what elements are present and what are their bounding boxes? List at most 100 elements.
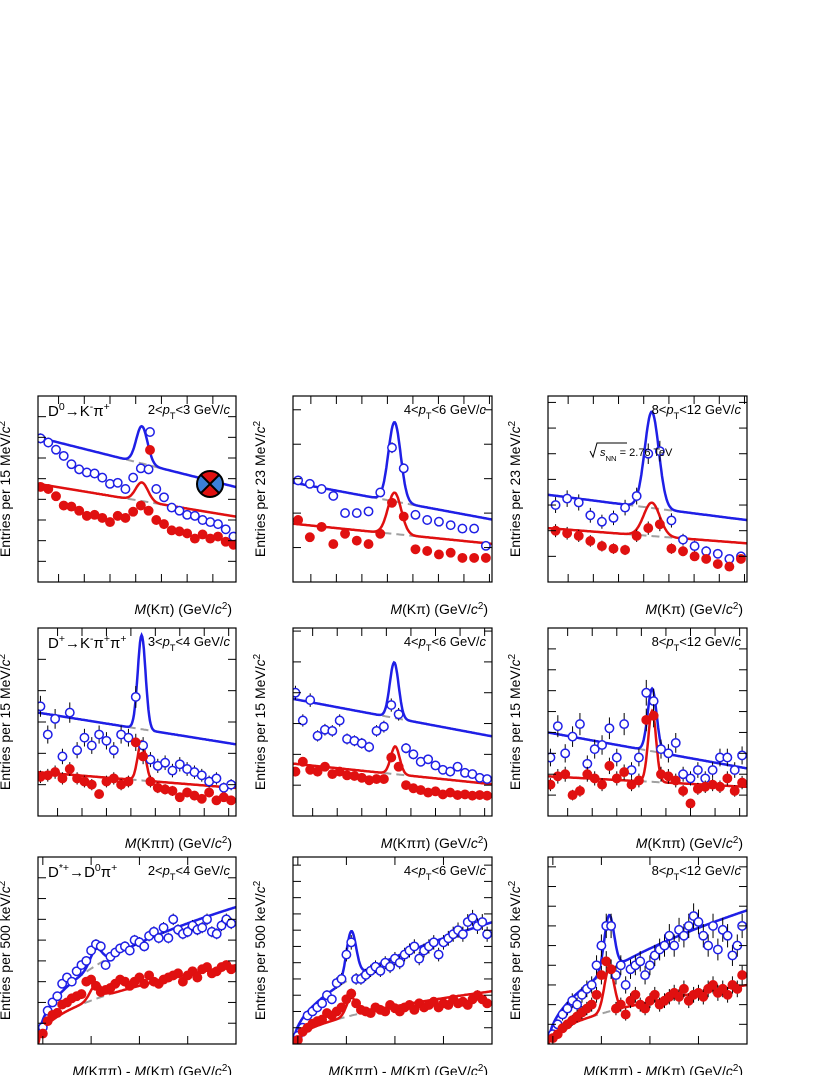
in-plane-point	[656, 744, 666, 755]
out-of-plane-point	[226, 964, 236, 975]
y-axis-label: Entries per 500 keV/c2	[252, 881, 269, 1020]
plot-area	[548, 679, 747, 809]
out-of-plane-point	[608, 543, 619, 554]
out-of-plane-point	[351, 535, 362, 546]
out-of-plane-point	[649, 989, 660, 1000]
out-of-plane-point	[548, 779, 556, 790]
out-of-plane-point	[293, 515, 304, 525]
in-plane-point	[410, 509, 421, 520]
in-plane-point	[216, 920, 227, 931]
in-plane-point	[316, 484, 327, 494]
out-of-plane-point	[606, 964, 617, 975]
out-of-plane-point	[312, 766, 323, 777]
x-axis-label: M(Kππ) - M(Kπ) (GeV/c2)	[583, 1063, 743, 1075]
out-of-plane-point	[386, 752, 397, 763]
y-axis-label: Entries per 500 keV/c2	[0, 881, 13, 1020]
in-plane-point	[159, 492, 169, 503]
in-plane-point	[123, 732, 134, 743]
in-plane-point	[669, 940, 680, 951]
out-of-plane-point	[189, 533, 200, 544]
in-plane-point	[66, 976, 77, 987]
plot-area	[38, 631, 236, 806]
in-plane-point	[124, 945, 135, 956]
in-plane-point	[562, 1003, 573, 1014]
fit-out-of-plane	[548, 501, 747, 545]
in-plane-point	[641, 687, 652, 698]
plot-area	[38, 424, 236, 550]
out-of-plane-point	[670, 775, 681, 786]
out-of-plane-point	[641, 714, 652, 725]
plot-frame	[292, 395, 493, 583]
in-plane-point	[678, 930, 689, 941]
in-plane-point	[685, 773, 696, 784]
in-plane-point	[428, 937, 439, 948]
plot-area	[548, 410, 747, 572]
out-of-plane-point	[689, 551, 700, 562]
in-plane-point	[703, 940, 714, 951]
out-of-plane-point	[410, 544, 421, 555]
in-plane-point	[213, 519, 223, 530]
in-plane-point	[130, 691, 141, 702]
in-plane-point	[560, 748, 571, 759]
out-of-plane-point	[182, 528, 193, 539]
out-of-plane-point	[317, 1014, 328, 1025]
out-of-plane-point	[597, 779, 607, 790]
pt-range-label: 4<pT<6 GeV/c	[404, 634, 487, 653]
in-plane-point	[305, 695, 316, 706]
in-plane-point	[86, 945, 97, 956]
out-of-plane-point	[316, 521, 327, 532]
in-plane-point	[604, 723, 615, 734]
event-plane-symbol	[196, 470, 224, 498]
in-plane-point	[664, 930, 675, 941]
in-plane-point	[351, 508, 362, 519]
in-plane-point	[663, 748, 674, 759]
in-plane-point	[371, 725, 382, 736]
in-plane-point	[312, 730, 323, 741]
out-of-plane-point	[648, 710, 659, 721]
in-plane-point	[620, 502, 631, 513]
in-plane-point	[611, 752, 622, 763]
in-plane-point	[477, 917, 488, 927]
in-plane-point	[482, 929, 492, 940]
in-plane-point	[562, 493, 573, 504]
plot-frame	[547, 856, 748, 1045]
in-plane-point	[174, 505, 185, 516]
in-plane-point	[51, 444, 61, 455]
in-plane-point	[722, 930, 733, 941]
in-plane-point	[678, 769, 689, 780]
in-plane-point	[95, 941, 106, 952]
x-axis-label: M(Kπ) (GeV/c2)	[390, 601, 488, 618]
x-axis-label: M(Kππ) - M(Kπ) (GeV/c2)	[72, 1063, 232, 1075]
fit-in-plane	[293, 921, 492, 1044]
in-plane-point	[327, 725, 338, 736]
in-plane-point	[86, 740, 97, 751]
in-plane-point	[167, 765, 178, 776]
in-plane-point	[211, 773, 222, 784]
in-plane-point	[608, 512, 619, 523]
out-of-plane-point	[52, 1007, 63, 1018]
plot-area	[548, 903, 747, 1044]
in-plane-point	[722, 752, 733, 763]
in-plane-point	[385, 961, 396, 972]
in-plane-point	[589, 744, 600, 755]
in-plane-point	[47, 997, 58, 1008]
out-of-plane-point	[596, 970, 607, 981]
in-plane-point	[708, 920, 718, 931]
legend-marker-in-plane	[145, 427, 155, 437]
in-plane-point	[364, 742, 375, 752]
out-of-plane-point	[666, 543, 677, 554]
in-plane-point	[38, 433, 46, 444]
in-plane-point	[393, 709, 404, 720]
in-plane-point	[304, 478, 315, 489]
out-of-plane-point	[445, 547, 456, 558]
plot-frame	[547, 395, 748, 583]
pt-range-label: 8<pT<12 GeV/c	[652, 634, 742, 653]
out-of-plane-point	[123, 776, 134, 787]
out-of-plane-point	[363, 539, 374, 550]
out-of-plane-point	[482, 998, 492, 1009]
in-plane-point	[336, 974, 347, 984]
out-of-plane-point	[457, 552, 468, 563]
in-plane-point	[452, 761, 463, 772]
in-plane-point	[572, 999, 583, 1010]
pt-range-label: 2<pT<3 GeV/c	[148, 402, 231, 421]
